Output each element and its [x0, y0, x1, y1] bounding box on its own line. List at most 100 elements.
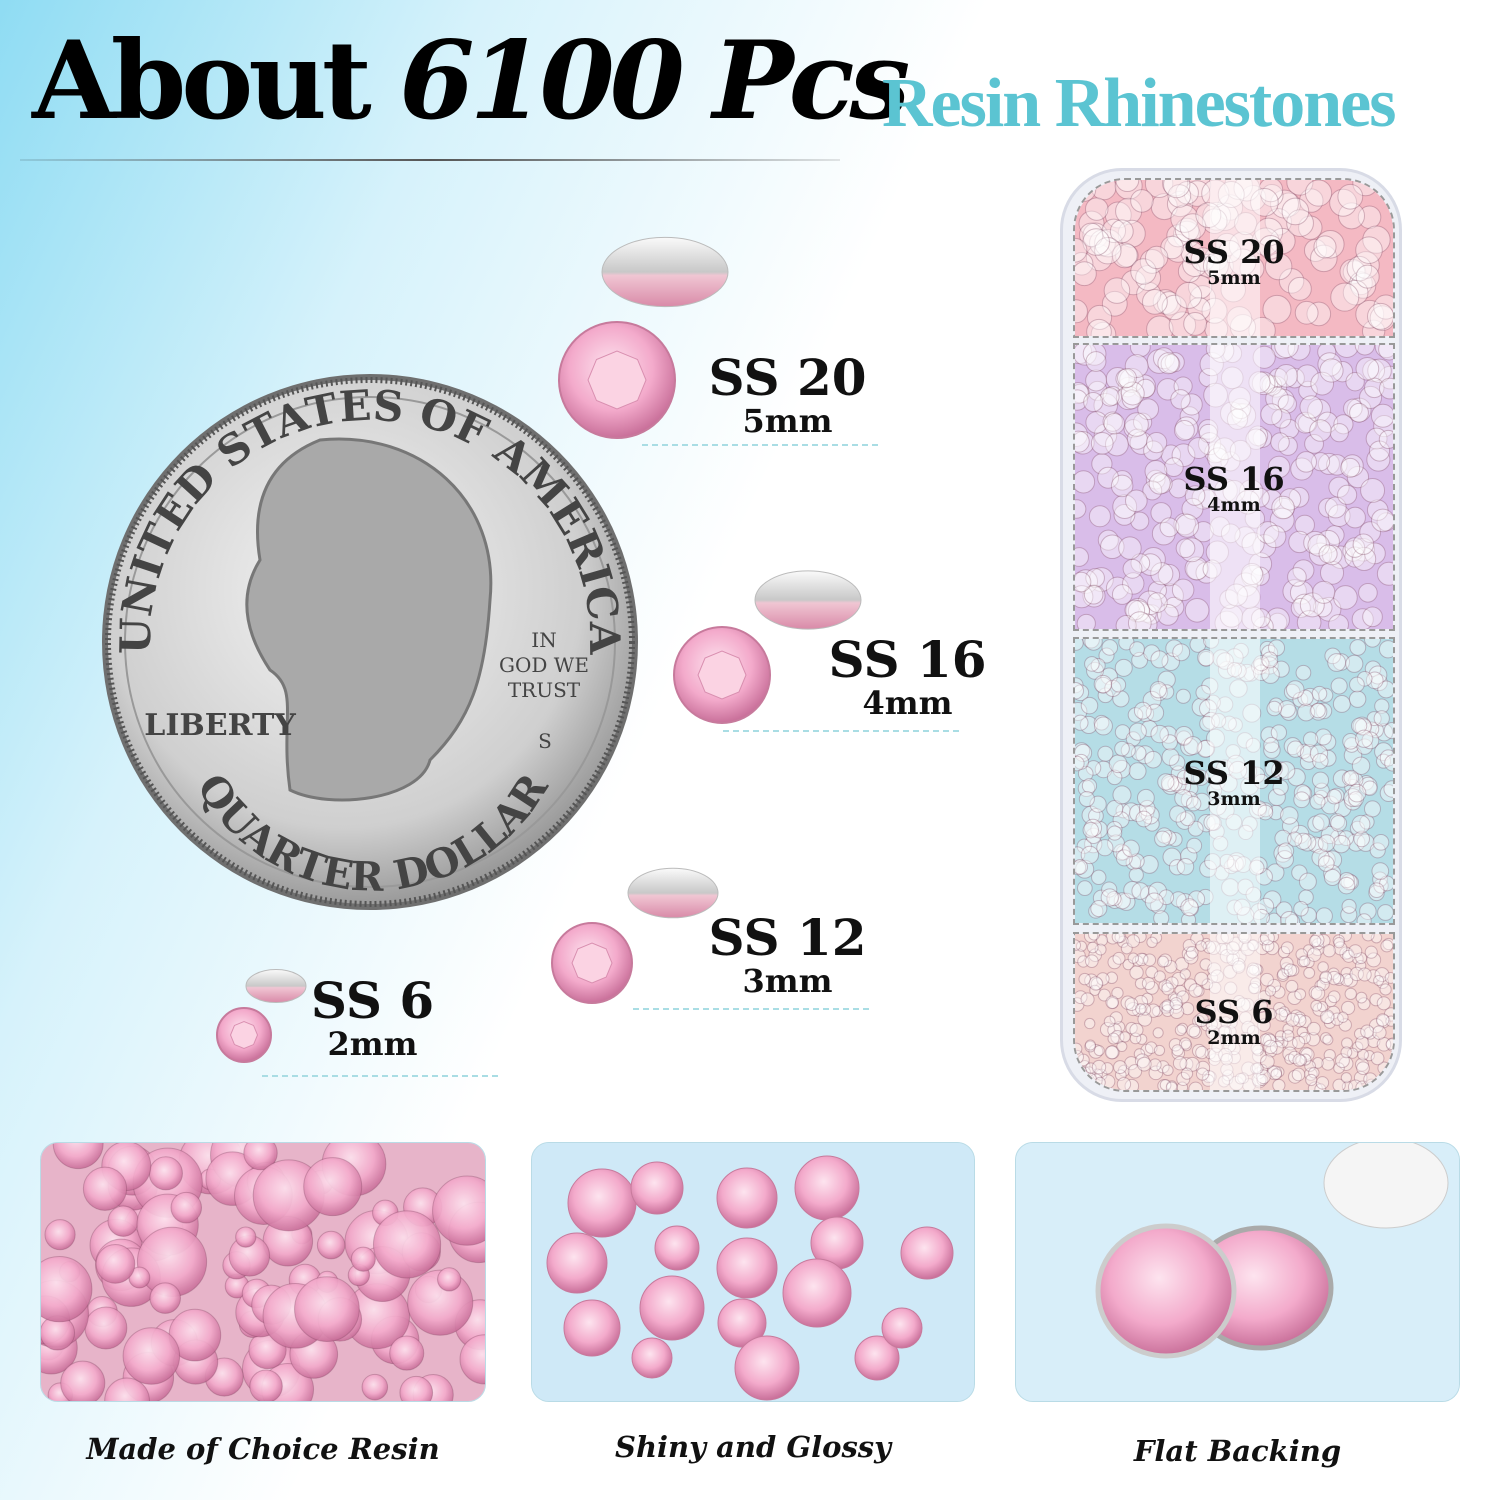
- rhinestone: [1344, 506, 1366, 529]
- rhinestone: [1089, 229, 1116, 257]
- rhinestone: [1360, 477, 1386, 503]
- rhinestone: [1290, 824, 1310, 844]
- rhinestone: [1333, 937, 1345, 949]
- rhinestone: [1124, 599, 1146, 621]
- flat-back-stone: [601, 236, 729, 308]
- rhinestone: [1292, 691, 1309, 708]
- rhinestone: [1075, 422, 1088, 448]
- rhinestone: [1293, 784, 1311, 802]
- rhinestone: [1146, 936, 1158, 948]
- rhinestone: [1355, 991, 1368, 1004]
- rhinestone: [1075, 990, 1088, 1005]
- rhinestone: [1181, 946, 1197, 962]
- rhinestone: [1094, 676, 1112, 694]
- rhinestone: [1083, 934, 1099, 944]
- rhinestone: [1307, 1081, 1323, 1090]
- rhinestone: [1081, 805, 1101, 825]
- rhinestone: [1156, 827, 1173, 844]
- rhinestone: [1324, 496, 1347, 519]
- rhinestone: [1309, 702, 1328, 721]
- rhinestone: [1296, 1026, 1308, 1038]
- rhinestone: [1116, 1041, 1128, 1053]
- rhinestone: [1343, 874, 1359, 891]
- rhinestone: [1373, 974, 1385, 986]
- rhinestone: [104, 1377, 150, 1401]
- feature-caption: Flat Backing: [1133, 1434, 1342, 1468]
- rhinestone: [122, 1327, 181, 1385]
- rhinestone: [1180, 898, 1199, 917]
- rhinestone: [1134, 1053, 1150, 1069]
- rhinestone: [1124, 1078, 1140, 1090]
- rhinestone: [1150, 650, 1169, 669]
- rhinestone: [1343, 788, 1363, 807]
- rhinestone: [1385, 1037, 1393, 1052]
- rhinestone: [1172, 643, 1191, 662]
- rhinestone: [1131, 882, 1150, 900]
- rhinestone: [1193, 985, 1205, 997]
- rhinestone: [1289, 1009, 1303, 1023]
- rhinestone: [1088, 808, 1104, 824]
- rhinestone: [1285, 680, 1305, 699]
- size-code: SS 12: [1183, 754, 1285, 792]
- rhinestone: [1145, 431, 1168, 454]
- rhinestone: [1086, 661, 1104, 680]
- rhinestone: [1079, 1059, 1091, 1072]
- rhinestone: [1169, 1004, 1185, 1020]
- rhinestone: [1274, 829, 1292, 847]
- rhinestone: [1267, 934, 1280, 943]
- rhinestone: [1166, 1080, 1178, 1090]
- rhinestone: [1130, 258, 1157, 285]
- rhinestone: [1075, 382, 1089, 404]
- rhinestone: [1075, 345, 1097, 366]
- rhinestone: [1083, 818, 1103, 838]
- rhinestone: [1151, 1005, 1164, 1017]
- rhinestone: [1161, 652, 1180, 672]
- rhinestone: [1096, 972, 1110, 986]
- rhinestone: [1342, 733, 1359, 750]
- rhinestone: [1348, 944, 1363, 959]
- rhinestone: [1180, 1067, 1194, 1080]
- stone-facet: [571, 942, 613, 984]
- rhinestone: [1379, 875, 1393, 892]
- rhinestone: [1294, 988, 1307, 1001]
- rhinestone: [1342, 540, 1364, 562]
- rhinestone: [1296, 743, 1312, 759]
- rhinestone: [1284, 913, 1301, 923]
- stone-pile: [1075, 934, 1393, 1090]
- rhinestone: [1295, 364, 1319, 388]
- rhinestone: [1287, 567, 1307, 587]
- rhinestone: [1187, 820, 1204, 837]
- rhinestone: [1190, 934, 1204, 946]
- rhinestone: [1266, 912, 1282, 923]
- rhinestone: [1118, 536, 1142, 560]
- rhinestone: [1075, 743, 1093, 762]
- rhinestone: [1180, 737, 1199, 757]
- rhinestone: [1300, 1047, 1315, 1062]
- rhinestone: [1370, 934, 1383, 944]
- rhinestone: [1380, 939, 1393, 953]
- rhinestone: [1115, 849, 1133, 867]
- rhinestone: [1295, 664, 1312, 681]
- rhinestone: [1277, 394, 1297, 414]
- rhinestone: [1101, 218, 1127, 244]
- rhinestone: [1307, 398, 1332, 423]
- rhinestone: [1086, 318, 1112, 336]
- rhinestone: [1270, 432, 1290, 452]
- rhinestone: [1348, 690, 1367, 708]
- rhinestone: [1103, 412, 1126, 435]
- rhinestone: [1124, 1056, 1139, 1071]
- rhinestone: [1142, 480, 1163, 501]
- rhinestone: [1089, 984, 1101, 996]
- rhinestone: [1134, 952, 1149, 967]
- rhinestone: [1153, 1044, 1166, 1057]
- rhinestone: [1112, 759, 1131, 779]
- rhinestone: [1183, 311, 1208, 336]
- rhinestone: [1097, 466, 1120, 489]
- rhinestone: [1280, 703, 1298, 721]
- rhinestone: [1293, 1011, 1306, 1024]
- rhinestone: [1383, 722, 1393, 740]
- rhinestone: [1276, 969, 1290, 982]
- rhinestone: [1144, 180, 1174, 198]
- rhinestone: [1337, 876, 1356, 895]
- rhinestone: [1309, 744, 1329, 763]
